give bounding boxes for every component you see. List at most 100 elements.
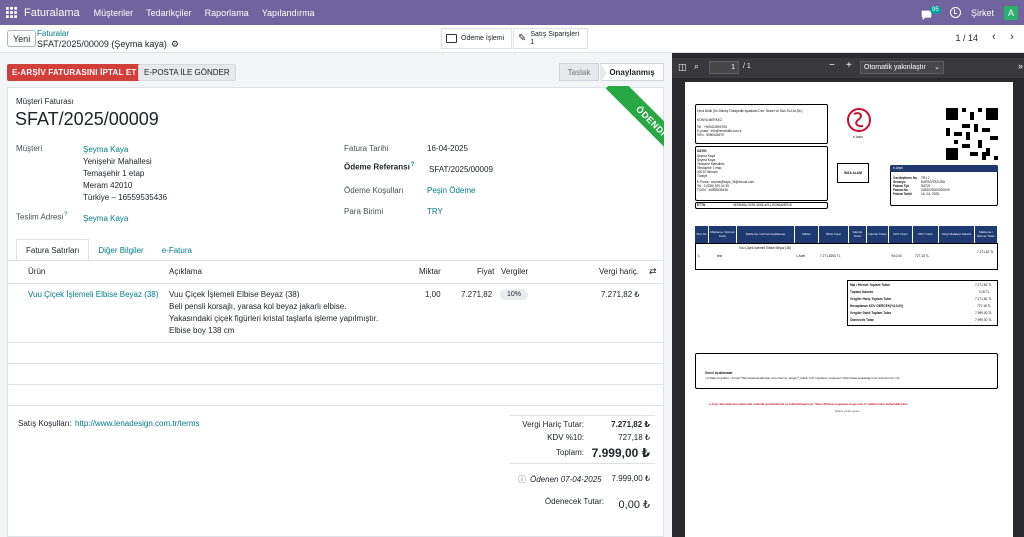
totals-divider — [510, 463, 655, 464]
tab-invoice-lines[interactable]: Fatura Satırları — [16, 239, 90, 261]
payment-smart-button[interactable]: Ödeme İşlemi — [441, 28, 512, 49]
chevron-down-icon: ⌄ — [934, 64, 940, 71]
breadcrumb-parent[interactable]: Faturalar — [37, 29, 70, 38]
status-draft[interactable]: Taslak — [559, 63, 599, 81]
col-taxes[interactable]: Vergiler — [501, 267, 529, 276]
menu-reporting[interactable]: Raporlama — [204, 7, 249, 18]
line-desc-2: Beli pensli korsajlı, yarasa kol beyaz j… — [169, 302, 347, 311]
pager-prev-icon[interactable]: ‹ — [992, 31, 996, 43]
untaxed-value: 7.271,82 ₺ — [611, 420, 650, 429]
pdf-total-label-2: Toplam İskonto — [850, 290, 874, 294]
sidebar-toggle-icon[interactable]: ◫ — [678, 62, 687, 72]
pdf-total-label-6: Ödenecek Tutar — [850, 318, 874, 322]
sales-orders-smart-button[interactable]: ✎ Satış Siparişleri 1 — [513, 28, 588, 49]
pdf-meta-header: e-Arşiv — [890, 165, 998, 172]
pdf-total-value-5: 7.999,00 TL — [975, 311, 992, 315]
help-icon[interactable]: ? — [64, 212, 68, 218]
search-icon[interactable]: ⌕ — [694, 61, 700, 71]
breadcrumb-current: SFAT/2025/00009 (Şeyma kaya) ⚙ — [37, 39, 179, 50]
row-divider — [7, 363, 664, 364]
col-description[interactable]: Açıklama — [169, 267, 202, 276]
col-subtotal[interactable]: Vergi hariç. — [599, 267, 640, 276]
pdf-page-input[interactable]: 1 — [709, 61, 739, 74]
pdf-buyer-line-7: Türkiye — [697, 174, 708, 178]
sales-orders-label: Satış Siparişleri — [530, 30, 580, 38]
send-email-button[interactable]: E-POSTA İLE GÖNDER — [138, 64, 236, 81]
company-switcher[interactable]: Şirket — [970, 7, 994, 18]
app-menu-icon[interactable] — [0, 0, 22, 25]
delivery-address-link[interactable]: Şeyma Kaya — [83, 214, 129, 223]
paid-entry[interactable]: ⓘ Ödenen 07-04-2025 — [518, 474, 602, 485]
line-subtotal: 7.271,82 ₺ — [601, 290, 640, 299]
sales-terms-link[interactable]: http://www.lenadesign.com.tr/terms — [75, 419, 200, 428]
form-sheet — [7, 87, 664, 537]
line-desc-3: Yakasındaki çiçek figürleri kristal taşl… — [169, 314, 379, 323]
col-price[interactable]: Fiyat — [477, 267, 495, 276]
row-divider — [7, 384, 664, 385]
payment-ref-label: Ödeme Referansı? — [344, 162, 414, 172]
menu-vendors[interactable]: Tedarikçiler — [146, 7, 192, 18]
pdf-sender-line-4: Tel : +905422894705 — [697, 125, 727, 129]
pdf-meta-value-4: GIB2025000000009 — [921, 188, 950, 192]
top-navbar: Faturalama Müşteriler Tedarikçiler Rapor… — [0, 0, 1024, 25]
pdf-buyer-box — [695, 146, 828, 201]
payment-terms-link[interactable]: Peşin Ödeme — [427, 186, 476, 195]
tab-other-info[interactable]: Diğer Bilgiler — [98, 245, 144, 255]
pdf-buyer-line-2: Şeyma Kaya — [697, 154, 716, 158]
pdf-th-6: İskonto Oranı — [849, 226, 867, 243]
chat-icon[interactable]: 95 — [921, 5, 941, 21]
banknote-icon — [446, 34, 457, 43]
pdf-row-total: 7.271,82 TL — [977, 250, 994, 254]
zoom-out-icon[interactable]: − — [829, 60, 835, 71]
sales-orders-text: Satış Siparişleri 1 — [530, 31, 579, 47]
pdf-total-value-2: 0,00 TL — [979, 290, 990, 294]
app-title[interactable]: Faturalama — [24, 6, 80, 19]
invoice-date-value[interactable]: 16-04-2025 — [427, 144, 468, 153]
tab-divider — [7, 260, 664, 261]
pdf-page: Lena Butik (Ks Disney Orkapedik Ayakkabı… — [685, 82, 1013, 537]
pdf-notes-title: Genel Açıklamalar — [705, 371, 733, 375]
help-icon[interactable]: ? — [410, 162, 415, 168]
pager-next-icon[interactable]: › — [1010, 31, 1014, 43]
pdf-buyer-line-4: Yenişehir Mahallesi — [697, 162, 725, 166]
paid-ribbon: ÖDENDİ — [606, 86, 664, 172]
line-product[interactable]: Vuu Çiçek İşlemeli Elbise Beyaz (38) — [28, 290, 159, 299]
col-product[interactable]: Ürün — [28, 267, 46, 276]
payment-ref-value[interactable]: SFAT/2025/00009 — [429, 165, 493, 174]
pdf-th-7: İskonto Tutarı — [867, 226, 889, 243]
pdf-ettn-value: 4676b83c-5239-4648-a011-f92b6a58f7c8 — [733, 203, 792, 207]
sales-orders-count: 1 — [530, 38, 535, 46]
new-button[interactable]: Yeni — [7, 30, 37, 47]
pdf-th-1: Sıra No — [695, 226, 709, 243]
address-line-1: Yenişehir Mahallesi — [83, 157, 152, 166]
currency-link[interactable]: TRY — [427, 207, 443, 216]
zoom-in-icon[interactable]: + — [846, 60, 852, 71]
info-icon[interactable]: ⓘ — [518, 475, 526, 484]
pdf-zoom-select[interactable]: Otomatik yakınlaştır ⌄ — [860, 61, 944, 74]
pdf-notes-box — [695, 353, 998, 389]
pdf-row-qty: 1 Adet — [796, 254, 806, 258]
customer-link[interactable]: Şeyma Kaya — [83, 145, 129, 154]
address-line-2: Temaşehir 1 etap — [83, 169, 145, 178]
gear-icon[interactable]: ⚙ — [170, 39, 179, 49]
gib-logo-icon — [847, 108, 871, 132]
pdf-signature-box — [837, 163, 869, 183]
pdf-th-10: Vergi Muafiyet Sebebi — [939, 226, 975, 243]
more-tools-icon[interactable]: » — [1018, 61, 1024, 71]
qr-code-icon — [946, 108, 998, 160]
cancel-earchive-button[interactable]: E-ARŞİV FATURASINI İPTAL ET — [7, 64, 142, 81]
status-posted[interactable]: Onaylanmış — [600, 63, 664, 81]
column-settings-icon[interactable]: ⇄ — [649, 266, 657, 276]
totals-divider — [510, 415, 655, 416]
pdf-th-5: Birim Fiyat — [819, 226, 849, 243]
menu-configuration[interactable]: Yapılandırma — [261, 7, 315, 18]
notebook-tabs: Fatura Satırları Diğer Bilgiler e-Fatura — [16, 239, 201, 261]
line-tax-badge: 10% — [500, 289, 529, 300]
activity-clock-icon[interactable] — [949, 7, 961, 18]
user-avatar[interactable]: A — [1004, 5, 1018, 20]
vat-label: KDV %10: — [547, 433, 584, 442]
col-qty[interactable]: Miktar — [419, 267, 441, 276]
pager-value[interactable]: 1 / 14 — [955, 33, 978, 43]
tab-efatura[interactable]: e-Fatura — [161, 245, 192, 255]
menu-customers[interactable]: Müşteriler — [93, 7, 134, 18]
